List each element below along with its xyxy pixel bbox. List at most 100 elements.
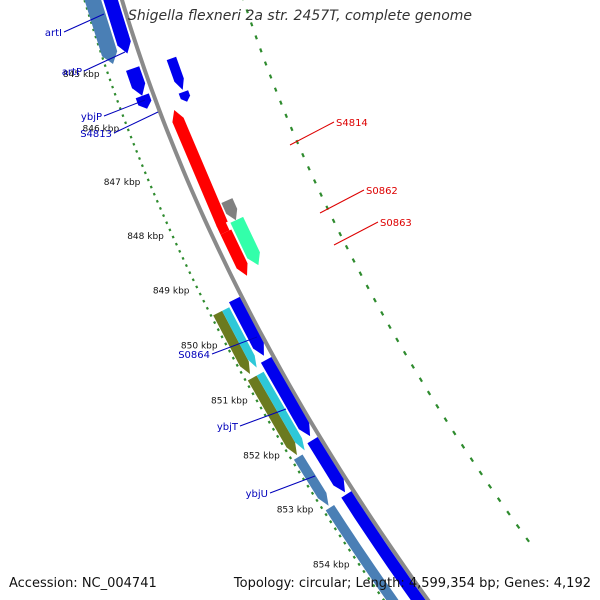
gene-lower-steel (325, 505, 399, 600)
outer-ruler-dot (469, 457, 475, 463)
gene-s0862-red (216, 216, 230, 235)
outer-ruler-dot (295, 139, 300, 145)
inner-ruler-dot (195, 285, 199, 289)
inner-ruler-dot (121, 114, 125, 118)
inner-ruler-dot (116, 99, 120, 103)
gene-s4814 (172, 110, 228, 227)
inner-ruler-dot (143, 171, 147, 175)
inner-ruler-dot (271, 427, 276, 432)
inner-ruler-dot (191, 278, 195, 282)
kbp-tick-label: 847 kbp (104, 178, 141, 188)
gene-artp-block (103, 0, 131, 54)
inner-ruler-dot (149, 185, 153, 189)
inner-ruler-dot (174, 242, 178, 246)
outer-ruler-dot (263, 61, 268, 66)
inner-ruler-dot (213, 320, 217, 325)
inner-ruler-dot (343, 541, 347, 545)
inner-ruler-dot (135, 149, 139, 153)
inner-ruler-dot (367, 576, 371, 581)
gene-label-artp: artP (62, 67, 82, 78)
inner-ruler-dot (216, 328, 220, 332)
inner-ruler-dot (243, 377, 247, 382)
leader-line-ybjp (103, 99, 146, 117)
outer-ruler-dot (426, 390, 432, 396)
inner-ruler-dot (98, 49, 102, 53)
kbp-tick-label: 851 kbp (211, 397, 248, 407)
inner-ruler-dot (284, 448, 288, 453)
inner-ruler-dot (85, 6, 89, 10)
gene-s0864-cyan (222, 307, 257, 368)
gene-label-s0862: S0862 (366, 186, 398, 197)
inner-ruler-dot (255, 399, 259, 403)
outer-ruler-dot (395, 337, 400, 343)
kbp-tick-label: 850 kbp (181, 342, 218, 352)
inner-ruler-dot (188, 271, 192, 275)
kbp-tick-label: 854 kbp (313, 561, 350, 571)
outer-ruler-dot (249, 22, 254, 27)
inner-ruler-dot (263, 413, 267, 417)
inner-ruler-dot (310, 491, 315, 496)
inner-ruler-dot (181, 256, 185, 261)
inner-ruler-dot (171, 235, 175, 239)
outer-ruler-dot (284, 113, 289, 119)
leader-line-arti (63, 13, 105, 33)
genome-title: Shigella flexneri 2a str. 2457T, complet… (127, 8, 473, 24)
inner-ruler-dot (94, 35, 98, 39)
inner-ruler-dot (306, 484, 310, 488)
inner-ruler-dot (329, 520, 333, 524)
gene-ybju-steel (293, 454, 329, 506)
outer-ruler-dot (410, 363, 415, 369)
inner-ruler-dot (319, 505, 324, 510)
inner-ruler-dot (362, 569, 366, 574)
kbp-tick-label: 853 kbp (277, 506, 314, 516)
outer-ruler-dot (254, 35, 258, 40)
leader-line-s0864 (211, 336, 258, 355)
gene-ybju-blue (307, 437, 345, 493)
gene-ybjp-block (126, 66, 146, 96)
inner-ruler-dot (111, 85, 114, 89)
genome-summary-text: Topology: circular; Length: 4,599,354 bp… (233, 576, 591, 591)
inner-ruler-dot (126, 128, 130, 132)
leader-line-s4814 (289, 121, 335, 146)
inner-ruler-dot (352, 555, 356, 559)
outer-ruler-dot (259, 48, 263, 53)
gene-label-s0863: S0863 (380, 218, 412, 229)
inner-ruler-dot (101, 57, 105, 60)
outer-ruler-dot (443, 417, 448, 423)
inner-ruler-dot (315, 498, 319, 503)
outer-ruler-dot (387, 324, 392, 330)
inner-ruler-dot (372, 583, 376, 588)
outer-ruler-dot (338, 231, 343, 237)
inner-ruler-dot (202, 299, 206, 303)
kbp-tick-label: 845 kbp (63, 70, 100, 80)
leader-line-ybjt (239, 408, 287, 427)
outer-ruler-dot (372, 297, 377, 303)
gene-arti-block (84, 0, 118, 64)
outer-ruler-dot (418, 377, 423, 383)
inner-ruler-dot (259, 406, 263, 410)
outer-ruler-dot (245, 9, 249, 14)
inner-ruler-dot (280, 441, 284, 446)
outer-ruler-dot (487, 483, 493, 489)
inner-ruler-dot (165, 221, 169, 225)
leader-line-artp (83, 51, 126, 72)
outer-ruler-dot (344, 244, 349, 250)
inner-ruler-dot (227, 349, 232, 353)
inner-ruler-dot (158, 206, 162, 211)
kbp-tick-label: 846 kbp (83, 125, 120, 135)
inner-ruler-dot (106, 71, 110, 75)
outer-ruler-dot (358, 271, 363, 277)
inner-ruler-dot (267, 420, 271, 424)
outer-ruler-dot (506, 510, 511, 516)
inner-ruler-dot (220, 335, 224, 339)
inner-ruler-dot (138, 156, 141, 161)
inner-ruler-dot (377, 591, 381, 595)
gene-s0862-red-2 (220, 229, 248, 276)
inner-ruler-dot (184, 263, 188, 268)
outer-ruler-dot (402, 350, 408, 356)
inner-ruler-dot (357, 562, 361, 567)
inner-ruler-dot (83, 0, 87, 3)
outer-ruler-dot (525, 537, 530, 543)
